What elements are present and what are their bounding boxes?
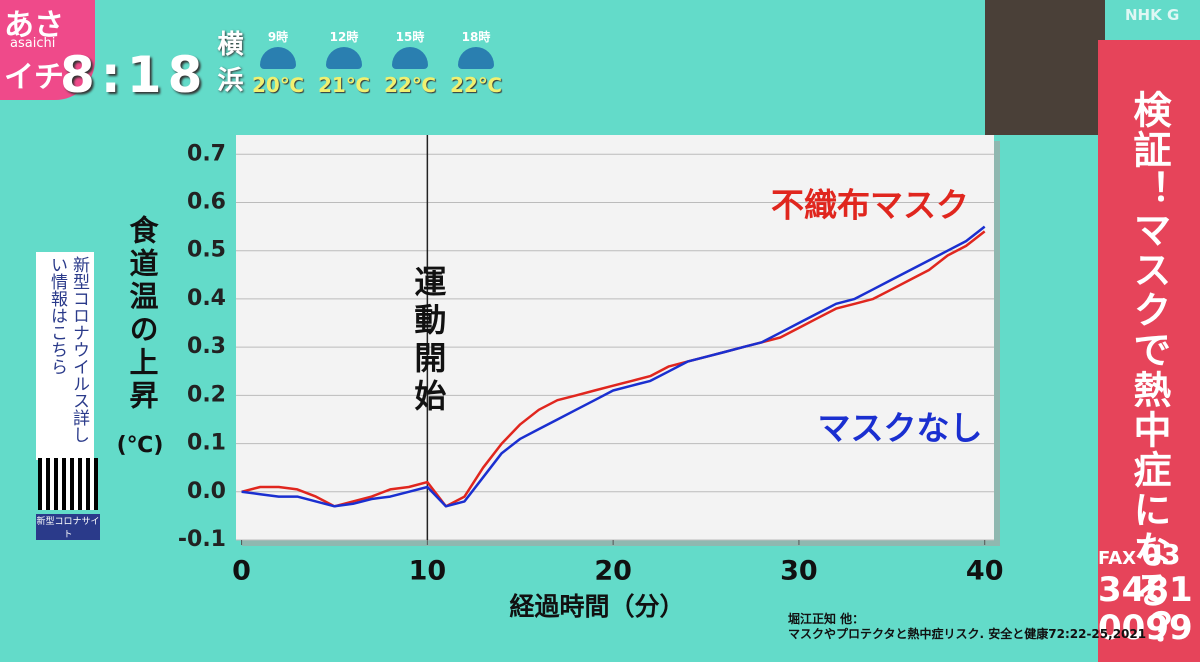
y-tick-label: 0.2 bbox=[187, 382, 226, 407]
weather-city: 横浜 bbox=[213, 30, 243, 102]
legend-label: 不織布マスク bbox=[771, 186, 969, 225]
y-tick-label: 0.1 bbox=[187, 431, 226, 456]
citation: 堀江正知 他： マスクやプロテクタと熱中症リスク. 安全と健康72:22-25,… bbox=[788, 612, 1146, 642]
y-tick-label: 0.4 bbox=[187, 286, 226, 311]
series-line bbox=[241, 230, 986, 508]
x-tick-label: 0 bbox=[232, 556, 251, 587]
clock: 8:18 bbox=[60, 46, 209, 104]
x-axis-label: 経過時間（分） bbox=[509, 592, 684, 621]
fax: FAX 03 3481 0099 bbox=[1098, 538, 1200, 647]
weather-slot: 12時 21℃ bbox=[316, 28, 372, 97]
event-label: 運動開始 bbox=[409, 265, 447, 417]
channel-logo: NHK G bbox=[1125, 6, 1180, 24]
x-tick-label: 20 bbox=[594, 556, 632, 587]
fax-number: 0099 bbox=[1098, 608, 1193, 648]
video-thumbnail bbox=[985, 0, 1105, 135]
weather-temp: 21℃ bbox=[317, 73, 371, 97]
weather: 9時 20℃ 12時 21℃ 15時 22℃ 18時 22℃ bbox=[250, 28, 504, 97]
logo-bg bbox=[0, 0, 95, 100]
side-banner bbox=[1098, 40, 1200, 662]
x-tick-label: 10 bbox=[409, 556, 447, 587]
citation-line: 堀江正知 他： bbox=[788, 612, 865, 626]
qr-code bbox=[38, 458, 98, 510]
logo-sub: asaichi bbox=[10, 36, 56, 51]
qr-caption: 新型コロナサイト bbox=[36, 514, 100, 540]
info-box: 新型コロナウイルス詳しい情報はこちら bbox=[36, 252, 94, 460]
y-tick-label: -0.1 bbox=[178, 527, 226, 552]
weather-icon bbox=[458, 47, 494, 69]
logo-top: あさ bbox=[4, 8, 64, 43]
weather-icon bbox=[326, 47, 362, 69]
y-axis-unit: (℃) bbox=[117, 433, 164, 458]
weather-slot: 9時 20℃ bbox=[250, 28, 306, 97]
logo-bottom: イチ bbox=[4, 60, 64, 95]
weather-temp: 22℃ bbox=[383, 73, 437, 97]
citation-line: マスクやプロテクタと熱中症リスク. 安全と健康72:22-25,2021 bbox=[788, 627, 1147, 641]
x-tick-label: 40 bbox=[966, 556, 1004, 587]
y-axis-label: 食道温の上昇 bbox=[125, 214, 159, 413]
y-tick-label: 0.7 bbox=[187, 141, 226, 166]
y-tick-label: 0.5 bbox=[187, 238, 226, 263]
weather-time: 12時 bbox=[329, 30, 359, 44]
weather-icon bbox=[260, 47, 296, 69]
fax-number: 03 bbox=[1141, 538, 1181, 571]
weather-icon bbox=[392, 47, 428, 69]
weather-temp: 22℃ bbox=[449, 73, 503, 97]
x-tick-label: 30 bbox=[780, 556, 818, 587]
series-line bbox=[241, 225, 986, 508]
weather-time: 18時 bbox=[461, 30, 491, 44]
weather-time: 9時 bbox=[267, 30, 289, 44]
y-tick-label: 0.6 bbox=[187, 190, 226, 215]
legend-label: マスクなし bbox=[818, 409, 983, 448]
fax-number: 3481 bbox=[1098, 570, 1193, 610]
weather-slot: 15時 22℃ bbox=[382, 28, 438, 97]
banner-text: 検証！マスクで熱中症になる？ bbox=[1127, 90, 1171, 650]
weather-temp: 20℃ bbox=[251, 73, 305, 97]
fax-label: FAX bbox=[1098, 548, 1137, 569]
weather-time: 15時 bbox=[395, 30, 425, 44]
y-tick-label: 0.3 bbox=[187, 334, 226, 359]
y-tick-label: 0.0 bbox=[187, 479, 226, 504]
weather-slot: 18時 22℃ bbox=[448, 28, 504, 97]
